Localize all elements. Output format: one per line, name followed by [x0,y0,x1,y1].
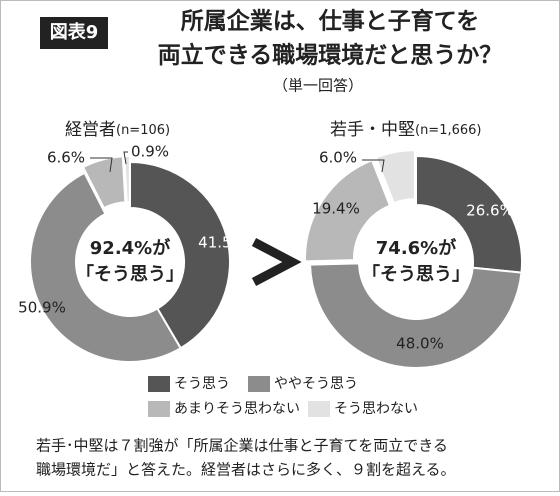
chart-subtitle: (n=106) [116,123,170,138]
legend-swatch [248,376,270,392]
data-label: 48.0% [396,335,444,353]
title: 所属企業は、仕事と子育てを [181,8,480,35]
donut-slice [29,171,183,363]
label-box [40,17,108,49]
callout-line [90,157,113,173]
legend-label: あまりそう思わない [174,401,300,417]
subtitle: （単一回答） [273,77,363,95]
legend-swatch [308,401,330,417]
donut-slice [81,155,127,210]
data-label: 0.9% [131,143,169,161]
donut-slice [415,154,523,274]
data-label: 6.0% [319,149,357,167]
donut-slice [374,149,416,205]
greater-than-sign [251,238,302,286]
center-text: 92.4%が [90,237,170,259]
legend-label: そう思わない [334,401,418,417]
chart-title: 経営者 [65,120,116,140]
data-label: 26.6% [466,202,514,220]
legend-label: ややそう思う [274,376,358,392]
chart-subtitle: (n=1,666) [415,123,482,138]
chart-title: 若手・中堅 [330,120,415,140]
title: 両立できる職場環境だと思うか？ [158,42,503,69]
center-text: 74.6%が [376,237,456,259]
data-label: 6.6% [47,149,85,167]
data-label: 41.5% [198,234,246,252]
callout-line [123,151,128,165]
legend-label: そう思う [174,376,230,392]
caption: 若手･中堅は７割強が「所属企業は仕事と子育てを両立できる [36,437,448,455]
data-label: 19.4% [312,200,360,218]
donut-slice [123,155,131,204]
caption: 職場環境だ」と答えた。経営者はさらに多く、９割を超える。 [36,461,456,479]
donut-slice [129,160,231,350]
legend-swatch [148,401,170,417]
center-text: 「そう思う」 [362,263,470,285]
chart-title: 若手・中堅(n=1,666) [330,120,482,140]
data-label: 50.9% [18,299,66,317]
donut-slice [309,262,523,369]
figure-label: 図表9 [50,21,99,43]
legend-swatch [148,376,170,392]
chart-title: 経営者(n=106) [65,120,170,140]
callout-line [362,159,385,173]
center-text: 「そう思う」 [76,263,184,285]
